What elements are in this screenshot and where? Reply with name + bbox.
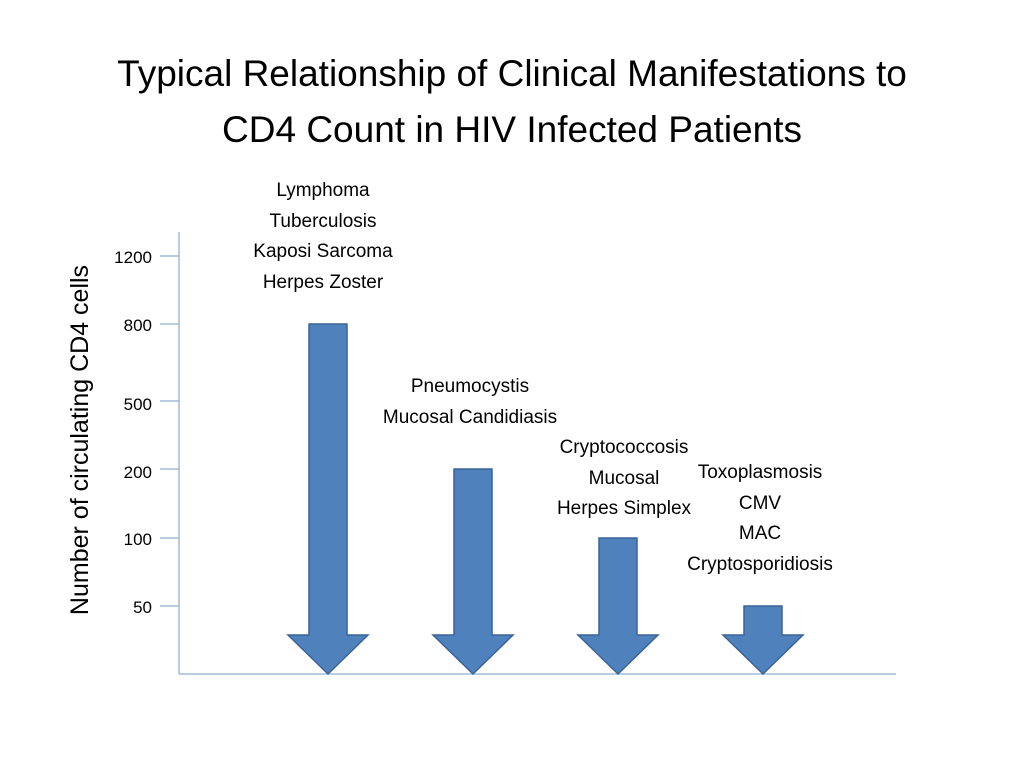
condition-label: Tuberculosis (269, 210, 377, 232)
condition-label: Cryptococcosis (559, 437, 689, 458)
group-label-3: Cryptococcosis Mucosal Herpes Simplex (530, 433, 718, 525)
condition-label: Cryptosporidiosis (687, 553, 833, 575)
condition-label: Kaposi Sarcoma (253, 241, 393, 262)
condition-label: Mucosal Candidiasis (382, 406, 558, 428)
arrow-group-1 (286, 323, 370, 676)
y-tick-label: 500 (123, 395, 152, 414)
condition-label: Lymphoma (276, 180, 370, 201)
y-tick-label: 800 (123, 316, 152, 335)
slide-title: Typical Relationship of Clinical Manifes… (0, 46, 1024, 158)
condition-label: MAC (738, 523, 782, 544)
y-tick-label: 200 (123, 463, 152, 482)
condition-label: Herpes Zoster (262, 271, 384, 293)
condition-label: CMV (738, 492, 782, 514)
condition-label: Pneumocystis (410, 376, 530, 397)
arrow-group-3 (576, 537, 660, 676)
arrow-group-2 (431, 468, 515, 676)
condition-label: Herpes Simplex (556, 498, 692, 519)
group-label-2: Pneumocystis Mucosal Candidiasis (350, 372, 590, 433)
title-line-1: Typical Relationship of Clinical Manifes… (117, 53, 907, 94)
condition-label: Mucosal (588, 467, 660, 489)
arrow-group-4 (721, 605, 805, 676)
y-tick-label: 50 (133, 598, 152, 617)
group-label-4: Toxoplasmosis CMV MAC Cryptosporidiosis (662, 458, 858, 580)
axes (160, 232, 896, 675)
group-label-1: Lymphoma Tuberculosis Kaposi Sarcoma Her… (223, 176, 423, 298)
y-tick-label: 1200 (114, 248, 152, 267)
title-line-2: CD4 Count in HIV Infected Patients (222, 109, 802, 150)
y-tick-label: 100 (123, 530, 152, 549)
condition-label: Toxoplasmosis (697, 462, 823, 483)
